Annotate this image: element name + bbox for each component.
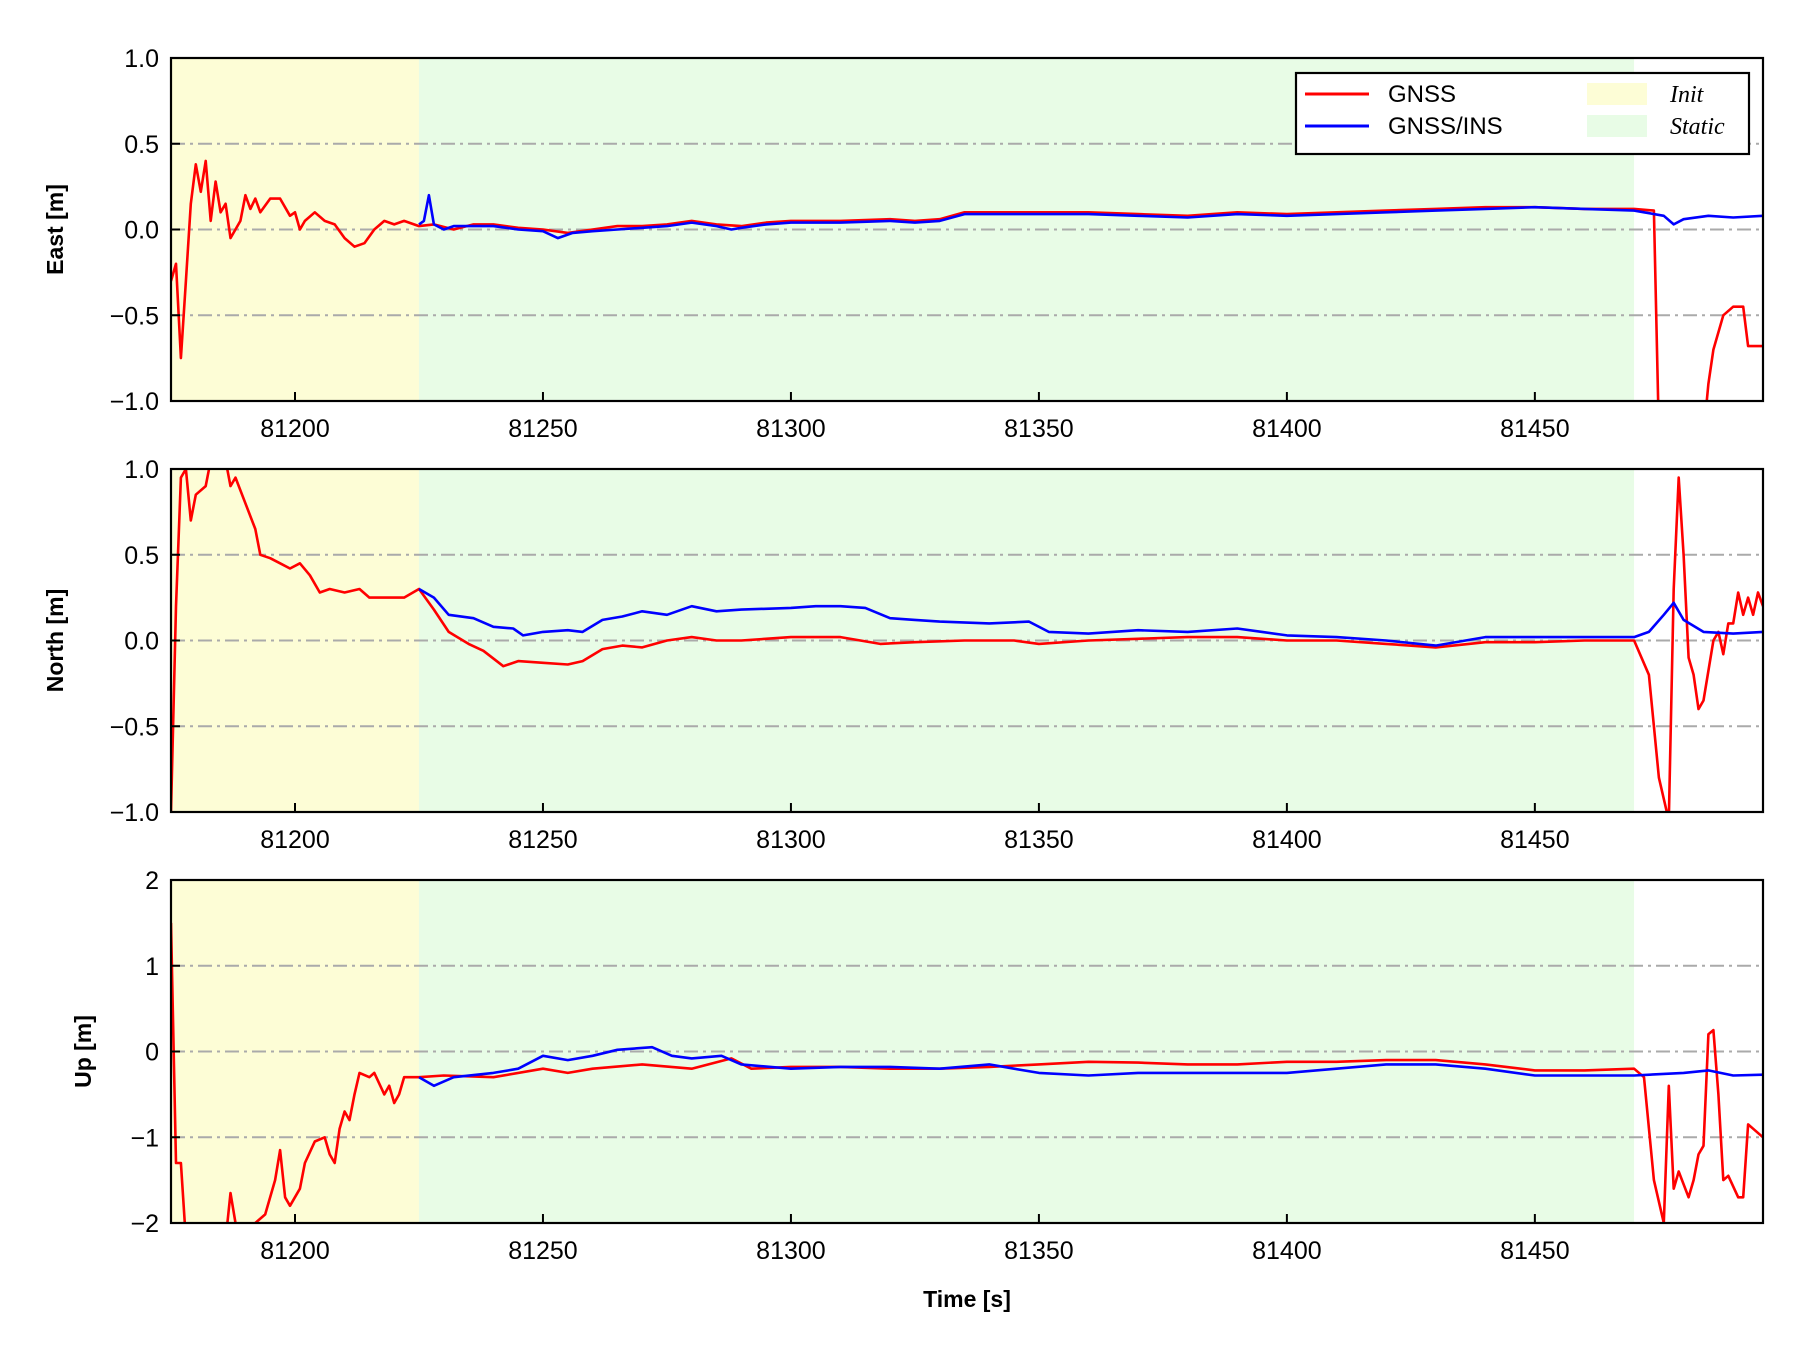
legend-label: Init [1669,82,1705,108]
x-tick-label: 81250 [508,415,578,443]
panel-north: 1.0 0.5 0.0 −0.5 −1.0 81200 81250 81300 81350 814… [42,456,1765,854]
region-static [418,880,1635,1223]
y-tick-label: −0.5 [110,302,159,330]
y-axis-label: Up [m] [70,1015,96,1088]
region-init [171,469,419,812]
series-gnss [171,469,1763,812]
y-axis-label: North [m] [42,589,68,692]
y-tick-label: 0 [145,1039,159,1067]
region-static [418,469,1635,812]
x-tick-label: 81450 [1500,826,1570,854]
region-init [171,58,419,401]
legend-box [1294,71,1751,156]
x-tick-label: 81250 [508,826,578,854]
series-gnss-ins [418,587,1763,647]
x-tick-label: 81250 [508,1237,578,1265]
series-gnss-ins [418,1045,1763,1088]
y-tick-label: 0.0 [124,217,159,245]
x-tick-label: 81200 [260,1237,330,1265]
x-tick-label: 81200 [260,826,330,854]
x-tick-label: 81300 [756,415,826,443]
x-tick-label: 81350 [1004,415,1074,443]
series-group [171,922,1763,1223]
series-group [171,469,1763,812]
x-tick-label: 81300 [756,826,826,854]
y-tick-label: 2 [145,867,159,895]
y-tick-label: −1 [130,1124,159,1152]
x-tick-label: 81200 [260,415,330,443]
legend-label: GNSS [1388,81,1456,108]
legend: GNSS GNSS/INS Init Static [1294,71,1751,156]
x-tick-label: 81350 [1004,1237,1074,1265]
y-tick-label: −1.0 [110,388,159,416]
y-tick-label: 0.0 [124,628,159,656]
x-tick-label: 81350 [1004,826,1074,854]
series-gnss-ins [418,193,1763,240]
y-tick-label: 1.0 [124,456,159,484]
legend-swatch-static [1587,115,1647,137]
y-tick-label: −0.5 [110,713,159,741]
x-tick-label: 81400 [1252,415,1322,443]
series-gnss [171,159,1763,401]
x-axis-label: Time [s] [923,1286,1011,1312]
region-init [171,880,419,1223]
x-tick-label: 81450 [1500,1237,1570,1265]
y-tick-label: −1.0 [110,799,159,827]
panel-up: 2 1 0 −1 −2 81200 81250 81300 81350 81400 81450 Up … [70,867,1765,1265]
y-tick-label: 0.5 [124,542,159,570]
x-tick-label: 81400 [1252,1237,1322,1265]
legend-label: GNSS/INS [1388,113,1503,140]
legend-label: Static [1670,114,1725,140]
y-tick-label: 1 [145,953,159,981]
x-tick-label: 81450 [1500,415,1570,443]
x-tick-label: 81300 [756,1237,826,1265]
x-tick-label: 81400 [1252,826,1322,854]
y-tick-label: 1.0 [124,45,159,73]
series-gnss [171,922,1763,1223]
y-tick-label: −2 [130,1210,159,1238]
legend-swatch-init [1587,83,1647,105]
y-tick-label: 0.5 [124,131,159,159]
y-axis-label: East [m] [42,184,68,275]
series-group [171,159,1763,401]
